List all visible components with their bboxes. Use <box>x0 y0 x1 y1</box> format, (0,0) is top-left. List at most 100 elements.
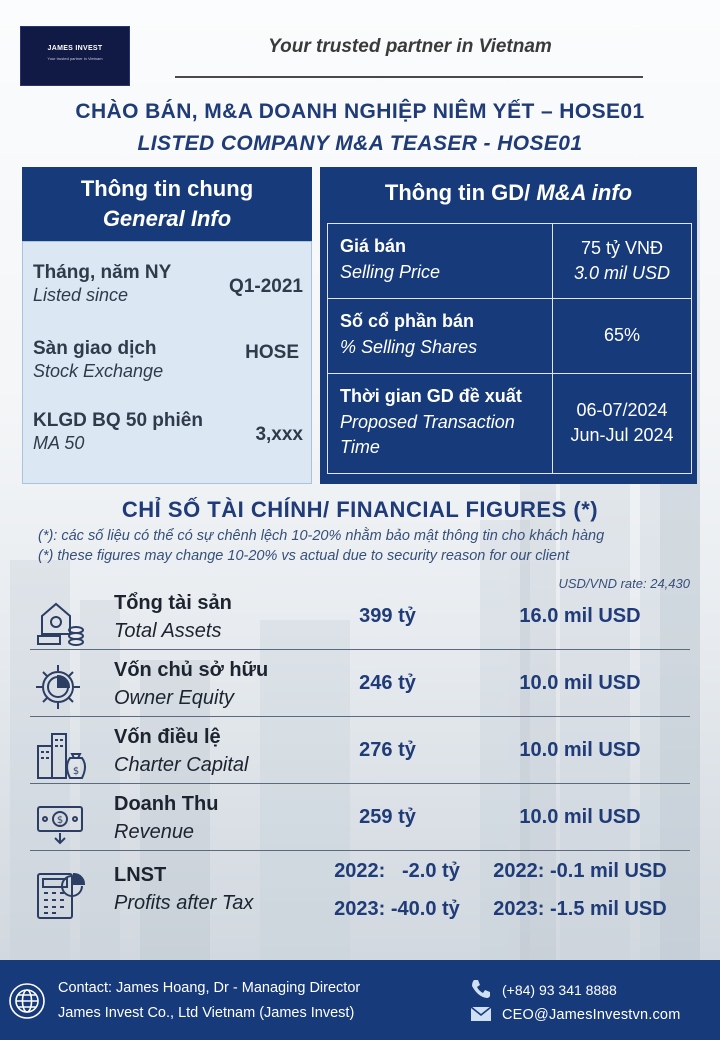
logo-name: JAMES INVEST <box>47 45 103 52</box>
financial-value-vnd: 399 tỷ <box>359 605 416 627</box>
general-info-header: Thông tin chung General Info <box>22 167 312 241</box>
mna-row-label: Giá bán Selling Price <box>340 236 550 285</box>
tagline-underline <box>175 76 643 78</box>
financial-label-vn: Tổng tài sản <box>114 592 232 614</box>
mna-row-value: 06-07/2024 Jun-Jul 2024 <box>553 398 691 448</box>
financial-note-en: (*) these figures may change 10-20% vs a… <box>38 548 570 564</box>
mna-column-divider <box>552 299 553 373</box>
general-row-label-en: Listed since <box>33 285 129 305</box>
financial-label-en: Profits after Tax <box>114 892 254 914</box>
mna-info-title: Thông tin GD/ M&A info <box>320 180 697 206</box>
general-row-listed: Tháng, năm NY Listed since Q1-2021 <box>33 262 303 306</box>
mna-label-en: Proposed Transaction Time <box>340 412 515 457</box>
mna-value-date-vn: 06-07/2024 <box>576 400 668 420</box>
svg-text:$: $ <box>57 815 63 826</box>
financial-row-owner-equity: Vốn chủ sở hữu Owner Equity 246 tỷ 10.0 … <box>30 657 690 717</box>
mna-value-usd: 3.0 mil USD <box>573 263 671 283</box>
financial-value-usd: 16.0 mil USD <box>519 605 641 627</box>
mna-label-vn: Số cổ phần bán <box>340 311 475 331</box>
profit-vnd-2022: 2022: -2.0 tỷ <box>334 860 460 882</box>
footer-contact-bar: Contact: James Hoang, Dr - Managing Dire… <box>0 960 720 1040</box>
footer-email[interactable]: CEO@JamesInvestvn.com <box>502 1007 681 1023</box>
mna-value-vnd: 75 tỷ VNĐ <box>580 238 664 258</box>
financial-value-vnd: 259 tỷ <box>359 806 416 828</box>
financial-section-title: CHỈ SỐ TÀI CHÍNH/ FINANCIAL FIGURES (*) <box>121 497 599 522</box>
page-title-en: LISTED COMPANY M&A TEASER - HOSE01 <box>137 132 583 155</box>
mna-label-vn: Giá bán <box>340 236 407 256</box>
financial-value-usd: 10.0 mil USD <box>519 739 641 761</box>
mna-info-panel: Thông tin GD/ M&A info Giá bán Selling P… <box>320 167 697 484</box>
footer-company-name: James Invest Co., Ltd Vietnam (James Inv… <box>58 1005 355 1021</box>
row-divider <box>30 783 690 784</box>
mna-value-date-en: Jun-Jul 2024 <box>570 425 674 445</box>
financial-label-en: Total Assets <box>114 620 222 642</box>
general-row-value: 3,xxx <box>255 424 303 445</box>
general-info-title-vn: Thông tin chung <box>80 176 254 201</box>
financial-row-profit: LNST Profits after Tax 2022: -2.0 tỷ 202… <box>30 858 690 930</box>
logo-tagline: Your trusted partner in Vietnam <box>47 56 103 61</box>
general-row-label-vn: KLGD BQ 50 phiên <box>33 410 203 431</box>
financial-value-vnd: 276 tỷ <box>359 739 416 761</box>
mna-row-value: 75 tỷ VNĐ 3.0 mil USD <box>553 236 691 286</box>
financial-value-vnd: 246 tỷ <box>359 672 416 694</box>
financial-value-usd: 10.0 mil USD <box>519 672 641 694</box>
financial-label-vn: Vốn điều lệ <box>114 726 221 748</box>
header-tagline: Your trusted partner in Vietnam <box>268 36 552 57</box>
mna-label-en: % Selling Shares <box>340 337 478 357</box>
footer-contact-person: Contact: James Hoang, Dr - Managing Dire… <box>58 980 361 996</box>
profit-usd-2022: 2022: -0.1 mil USD <box>493 860 667 882</box>
svg-text:$: $ <box>73 766 79 777</box>
mna-row-shares: Số cổ phần bán % Selling Shares 65% <box>328 299 691 374</box>
assets-house-money-icon <box>37 602 84 646</box>
row-divider <box>30 716 690 717</box>
phone-icon <box>472 980 490 998</box>
equity-gear-pie-icon <box>36 665 80 709</box>
financial-label-en: Revenue <box>114 821 195 843</box>
globe-icon <box>9 983 45 1019</box>
mna-column-divider <box>552 374 553 473</box>
mna-row-label: Số cổ phần bán % Selling Shares <box>340 311 550 360</box>
mna-row-time: Thời gian GD đề xuất Proposed Transactio… <box>328 374 691 473</box>
mna-row-price: Giá bán Selling Price 75 tỷ VNĐ 3.0 mil … <box>328 224 691 299</box>
general-info-title-en: General Info <box>102 206 232 231</box>
mna-info-table: Giá bán Selling Price 75 tỷ VNĐ 3.0 mil … <box>327 223 692 474</box>
financial-row-revenue: $ Doanh Thu Revenue 259 tỷ 10.0 mil USD <box>30 791 690 851</box>
mna-label-vn: Thời gian GD đề xuất <box>340 386 522 406</box>
mna-label-en: Selling Price <box>340 262 441 282</box>
mna-title-en: M&A info <box>536 180 633 205</box>
mail-icon <box>470 1006 492 1021</box>
footer-phone[interactable]: (+84) 93 341 8888 <box>502 982 617 998</box>
mna-column-divider <box>552 224 553 298</box>
profit-vnd-2023: 2023: -40.0 tỷ <box>334 898 460 920</box>
financial-label-vn: Vốn chủ sở hữu <box>114 659 269 681</box>
profit-usd-2023: 2023: -1.5 mil USD <box>493 898 667 920</box>
general-row-value: HOSE <box>245 342 299 363</box>
revenue-banknote-icon: $ <box>37 806 83 845</box>
financial-value-usd: 10.0 mil USD <box>519 806 641 828</box>
general-row-value: Q1-2021 <box>229 276 303 297</box>
exchange-rate-note: USD/VND rate: 24,430 <box>558 576 690 591</box>
general-row-exchange: Sàn giao dịch Stock Exchange HOSE <box>33 338 303 382</box>
row-divider <box>30 850 690 851</box>
general-info-panel: Tháng, năm NY Listed since Q1-2021 Sàn g… <box>22 241 312 484</box>
financial-row-charter-capital: $ Vốn điều lệ Charter Capital 276 tỷ 10.… <box>30 724 690 784</box>
financial-note-vn: (*): các số liệu có thể có sự chênh lệch… <box>38 528 605 544</box>
mna-value-percent: 65% <box>603 325 641 345</box>
company-logo: JAMES INVEST Your trusted partner in Vie… <box>20 26 130 86</box>
general-row-label-en: Stock Exchange <box>33 361 164 381</box>
financial-label-en: Owner Equity <box>114 687 235 709</box>
general-row-label-vn: Sàn giao dịch <box>33 338 157 359</box>
row-divider <box>30 649 690 650</box>
profit-calculator-chart-icon <box>37 872 86 919</box>
capital-buildings-moneybag-icon: $ <box>37 733 86 779</box>
mna-row-label: Thời gian GD đề xuất Proposed Transactio… <box>340 386 550 460</box>
general-row-label-en: MA 50 <box>33 433 85 453</box>
financial-label-vn: Doanh Thu <box>114 793 219 815</box>
mna-row-value: 65% <box>553 323 691 348</box>
page-title-vn: CHÀO BÁN, M&A DOANH NGHIỆP NIÊM YẾT – HO… <box>75 100 645 123</box>
general-row-label-vn: Tháng, năm NY <box>33 262 172 283</box>
financial-row-total-assets: Tổng tài sản Total Assets 399 tỷ 16.0 mi… <box>30 590 690 650</box>
financial-label-vn: LNST <box>114 864 167 886</box>
financial-label-en: Charter Capital <box>114 754 249 776</box>
mna-title-vn: Thông tin GD/ <box>384 180 537 205</box>
